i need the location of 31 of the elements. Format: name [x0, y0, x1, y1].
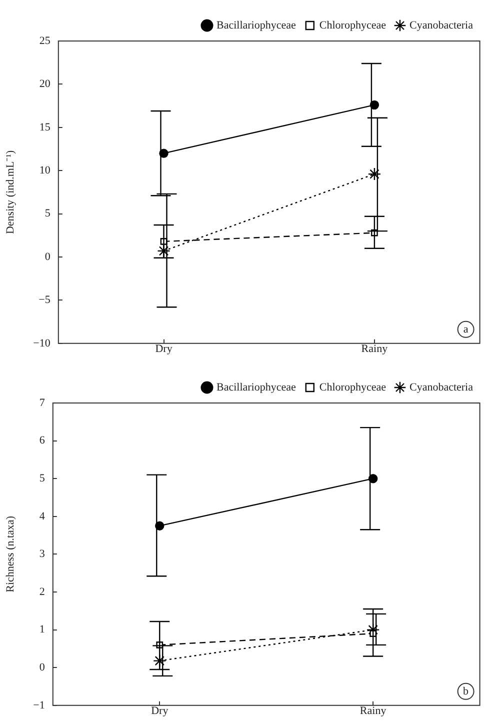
y-tick-label: 4 — [39, 510, 46, 522]
legend-label: Bacillariophyceae — [216, 381, 296, 394]
x-tick-label: Rainy — [360, 704, 387, 717]
y-tick-label: −1 — [33, 699, 45, 712]
y-tick-label: 15 — [39, 121, 51, 134]
y-tick-label: 5 — [44, 208, 51, 220]
legend-label: Bacillariophyceae — [216, 19, 296, 32]
x-tick-label: Rainy — [361, 342, 388, 355]
y-tick-label: 2 — [39, 586, 45, 598]
y-axis-title: Density (ind.mL⁻¹) — [4, 150, 16, 234]
y-tick-label: 20 — [39, 78, 51, 90]
annotation: b — [463, 685, 470, 698]
y-tick-label: 10 — [39, 164, 51, 176]
y-tick-label: −10 — [33, 337, 51, 350]
legend-label: Cyanobacteria — [409, 19, 474, 32]
y-tick-label: −5 — [38, 294, 51, 306]
y-tick-label: 0 — [44, 250, 51, 263]
y-tick-label: 5 — [39, 472, 46, 484]
y-tick-label: 1 — [39, 624, 45, 636]
y-axis-title: Richness (n.taxa) — [4, 516, 16, 592]
legend-label: Cyanobacteria — [409, 381, 474, 394]
y-tick-label: 6 — [39, 434, 46, 447]
y-tick-label: 7 — [39, 396, 46, 409]
x-tick-label: Dry — [151, 704, 169, 717]
y-tick-label: 0 — [39, 661, 46, 674]
y-tick-label: 3 — [39, 548, 46, 560]
legend-label: Chlorophyceae — [319, 19, 386, 32]
y-tick-label: 25 — [39, 34, 51, 47]
annotation: a — [463, 323, 468, 336]
x-tick-label: Dry — [155, 342, 173, 355]
legend-label: Chlorophyceae — [319, 381, 386, 394]
